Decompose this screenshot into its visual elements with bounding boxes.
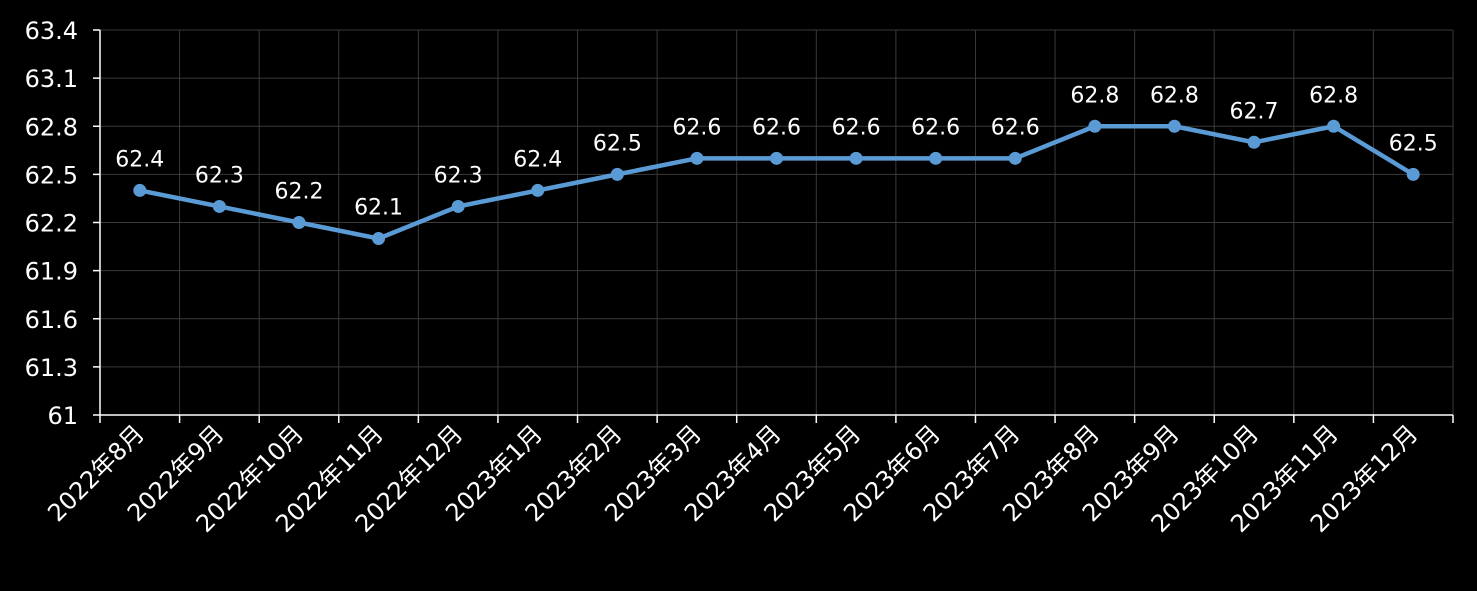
data-label: 62.2 — [274, 180, 323, 205]
data-point — [1247, 135, 1261, 149]
y-tick-label: 61.6 — [25, 306, 78, 334]
y-tick-label: 61.9 — [25, 258, 78, 286]
data-point — [849, 151, 863, 165]
data-point — [212, 199, 226, 213]
data-label: 62.3 — [434, 163, 483, 188]
data-point — [372, 232, 386, 246]
data-label: 62.8 — [1309, 83, 1358, 108]
data-label: 62.6 — [832, 115, 881, 140]
x-axis-tick-labels: 2022年8月2022年9月2022年10月2022年11月2022年12月20… — [42, 419, 1423, 538]
data-point — [770, 151, 783, 165]
y-tick-label: 62.8 — [25, 113, 78, 141]
y-tick-label: 63.1 — [25, 65, 78, 93]
grid — [100, 29, 1454, 415]
series — [133, 119, 1420, 246]
y-axis-tick-labels: 61 61.3 61.6 61.9 62.2 62.5 62.8 63.1 63.4 — [25, 17, 78, 430]
data-point — [1008, 151, 1022, 165]
data-label: 62.6 — [991, 115, 1040, 140]
y-tick-label: 61.3 — [25, 354, 78, 382]
y-tick-label: 62.2 — [25, 210, 78, 238]
data-point — [1088, 119, 1102, 133]
data-point — [1406, 167, 1420, 181]
data-point — [451, 199, 465, 213]
data-label: 62.8 — [1150, 83, 1199, 108]
data-label: 62.3 — [195, 163, 244, 188]
data-label: 62.5 — [1389, 131, 1438, 156]
data-point — [610, 167, 624, 181]
data-label: 62.6 — [752, 115, 801, 140]
data-label: 62.4 — [115, 147, 164, 172]
data-point — [929, 151, 943, 165]
data-label: 62.7 — [1230, 99, 1279, 124]
series-line — [137, 124, 1416, 241]
data-label: 62.5 — [593, 131, 642, 156]
data-point — [690, 151, 704, 165]
data-point — [1327, 119, 1341, 133]
data-point — [531, 183, 545, 197]
data-point — [133, 183, 147, 197]
data-label: 62.6 — [672, 115, 721, 140]
y-tick-label: 61 — [47, 402, 78, 430]
data-point — [1167, 119, 1181, 133]
data-label: 62.4 — [513, 147, 562, 172]
data-label: 62.6 — [911, 115, 960, 140]
y-tick-label: 62.5 — [25, 161, 78, 189]
data-labels: 62.4 62.3 62.2 62.1 62.3 62.4 62.5 62.6 62.6 62.6… — [115, 83, 1437, 220]
data-point — [292, 216, 306, 229]
y-tick-label: 63.4 — [25, 17, 78, 45]
axes — [93, 29, 1454, 423]
data-label: 62.8 — [1070, 83, 1119, 108]
data-label: 62.1 — [354, 196, 403, 221]
